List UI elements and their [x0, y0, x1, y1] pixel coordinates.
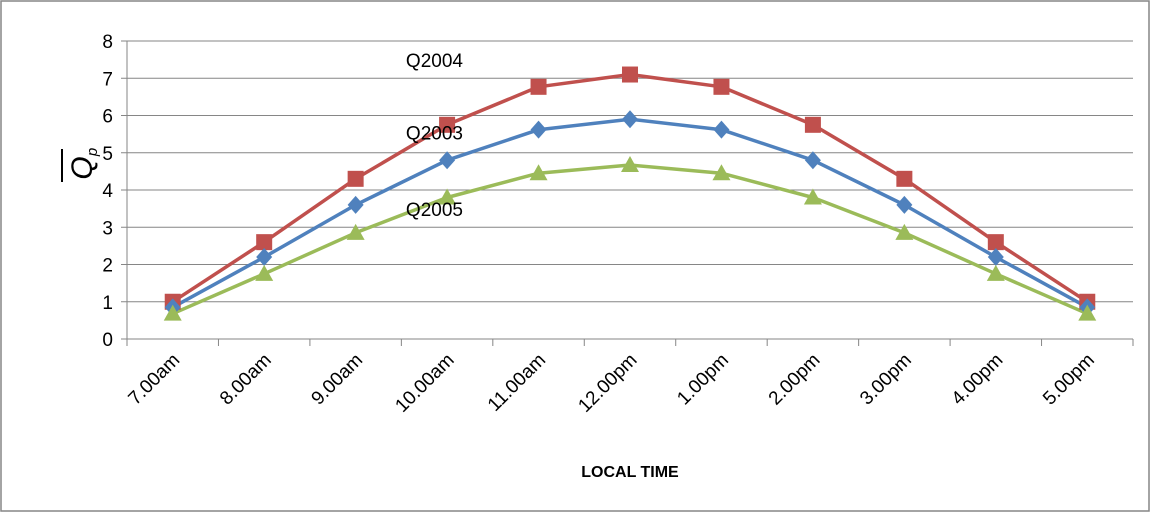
data-point-square [987, 234, 1004, 251]
data-point-triangle [163, 304, 182, 321]
data-point-triangle [529, 164, 548, 181]
series-markers [163, 66, 1097, 321]
series-annotations: Q2004 Q2003 Q2005 [406, 51, 463, 221]
y-axis-label-text: Q [66, 156, 99, 179]
y-tick-label: 8 [102, 32, 113, 53]
y-tick-label: 7 [102, 69, 113, 90]
y-tick-label: 6 [102, 107, 113, 128]
data-point-diamond [804, 151, 821, 170]
y-tick-label: 1 [102, 293, 113, 314]
data-point-triangle [803, 188, 822, 205]
data-point-triangle [346, 223, 365, 240]
data-point-triangle [986, 264, 1005, 281]
data-point-square [256, 234, 273, 251]
data-point-square [347, 170, 364, 187]
data-point-square [896, 170, 913, 187]
y-tick-label: 2 [102, 256, 113, 277]
data-point-triangle [621, 156, 639, 173]
y-tick-label: 4 [102, 181, 113, 202]
data-point-triangle [712, 164, 731, 181]
y-tick-label: 0 [102, 330, 113, 351]
y-axis-label: Q p [61, 148, 101, 182]
axes [121, 40, 1134, 346]
data-point-square [439, 116, 456, 133]
data-point-triangle [1078, 304, 1097, 321]
data-point-square [622, 66, 638, 83]
data-point-square [530, 78, 547, 95]
y-axis-label-subscript: p [84, 148, 101, 157]
series-label: Q2005 [406, 200, 463, 221]
y-tick-label: 3 [102, 218, 113, 239]
data-point-diamond [439, 151, 456, 170]
data-point-triangle [895, 223, 914, 240]
data-point-diamond [896, 195, 913, 214]
data-point-diamond [987, 248, 1004, 267]
data-point-triangle [255, 264, 274, 281]
series-label: Q2003 [406, 124, 463, 145]
data-point-triangle [438, 188, 457, 205]
data-point-square [804, 116, 821, 133]
y-tick-label: 5 [102, 144, 113, 165]
data-point-diamond [530, 120, 547, 139]
series-label: Q2004 [406, 51, 463, 72]
data-point-square [713, 78, 730, 95]
y-tick-labels: 0 1 2 3 4 5 6 7 8 [102, 32, 113, 351]
data-point-diamond [622, 110, 638, 129]
data-point-diamond [256, 248, 273, 267]
data-point-diamond [713, 120, 730, 139]
x-axis-label: LOCAL TIME [581, 464, 679, 481]
data-point-diamond [347, 195, 364, 214]
